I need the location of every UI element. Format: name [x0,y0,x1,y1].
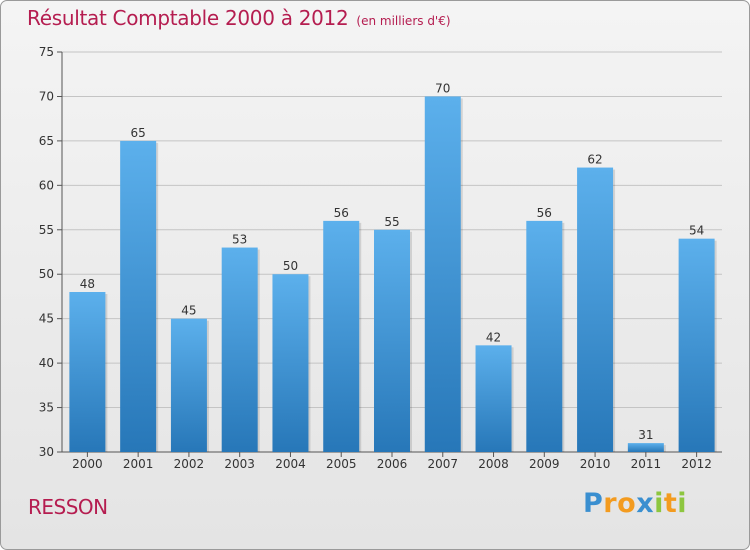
y-tick-label: 35 [39,401,54,415]
bar-value-label: 70 [435,81,450,95]
bar-value-label: 65 [131,126,146,140]
logo-letter: t [663,488,678,519]
y-tick-label: 60 [39,178,54,192]
x-tick-label: 2007 [427,457,458,471]
x-tick-label: 2010 [580,457,611,471]
bar [475,345,512,452]
bar-value-label: 48 [80,277,95,291]
bar-value-label: 45 [181,304,196,318]
logo-letter: r [603,488,618,519]
bar [374,229,410,452]
y-tick-label: 45 [39,312,54,326]
chart-subtitle: (en milliers d'€) [356,14,451,28]
y-tick-label: 40 [39,356,54,370]
x-tick-label: 2000 [72,457,103,471]
x-tick-label: 2002 [174,457,205,471]
x-tick-label: 2012 [681,457,712,471]
bar [577,167,614,453]
x-tick-label: 2008 [478,457,509,471]
bar [272,274,309,452]
bar-value-label: 54 [689,224,704,238]
chart-title: Résultat Comptable 2000 à 2012 (en millie… [27,6,451,30]
logo-letter: x [636,488,655,519]
y-tick-label: 30 [39,445,54,459]
bar-value-label: 42 [486,330,501,344]
logo-letter: P [583,488,604,519]
proxiti-logo: Proxiti [583,488,687,519]
bar [221,247,258,452]
bar-value-label: 55 [384,215,399,229]
bar [678,238,715,452]
x-tick-label: 2011 [631,457,662,471]
x-tick-label: 2001 [123,457,154,471]
bar [424,96,461,452]
bar [170,318,207,452]
logo-letter: i [677,488,688,519]
logo-letter: i [654,488,664,519]
logo-letter: o [617,488,637,519]
bar-value-label: 50 [283,259,298,273]
bar [526,220,563,452]
bar-value-label: 53 [232,233,247,247]
x-tick-label: 2003 [224,457,255,471]
y-tick-label: 65 [39,134,54,148]
bar-value-label: 62 [587,153,602,167]
bar-value-label: 56 [537,206,552,220]
bar-value-label: 56 [334,206,349,220]
x-tick-label: 2004 [275,457,306,471]
y-tick-label: 55 [39,223,54,237]
y-tick-label: 50 [39,267,54,281]
bar [627,443,664,452]
y-tick-label: 75 [39,45,54,59]
bar [323,220,360,452]
commune-name: RESSON [28,495,108,519]
x-tick-label: 2009 [529,457,560,471]
y-tick-label: 70 [39,89,54,103]
bar [69,292,106,452]
chart-title-text: Résultat Comptable 2000 à 2012 [27,6,349,30]
bar [120,140,157,452]
x-tick-label: 2006 [377,457,408,471]
bar-value-label: 31 [638,428,653,442]
x-tick-label: 2005 [326,457,357,471]
